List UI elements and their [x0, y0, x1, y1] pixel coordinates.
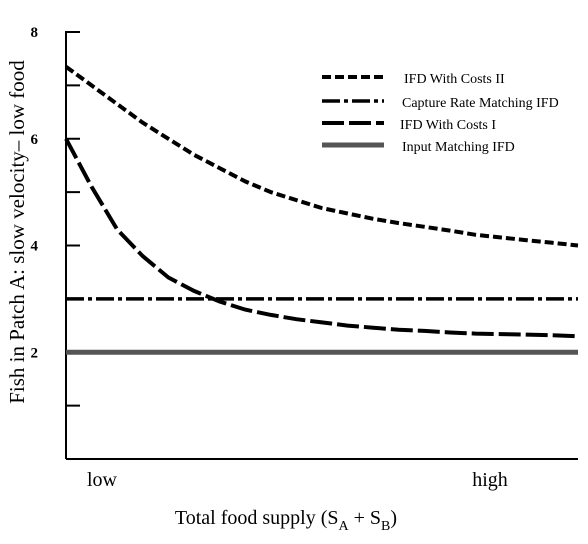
x-axis-label-plus: + S — [349, 507, 381, 529]
x-tick-label-high: high — [472, 469, 508, 491]
legend-label: Capture Rate Matching IFD — [402, 96, 559, 111]
y-tick-label: 2 — [31, 345, 39, 361]
y-tick-label: 4 — [31, 239, 39, 255]
x-tick-label-low: low — [87, 469, 118, 491]
y-tick-label: 8 — [31, 25, 39, 41]
series-line-ifd-with-costs-i — [64, 137, 579, 339]
legend-label: IFD With Costs I — [400, 118, 496, 133]
legend: IFD With Costs II Capture Rate Matching I… — [322, 72, 559, 155]
series-layer — [64, 65, 579, 355]
x-axis-label-close: ) — [390, 507, 397, 529]
x-axis-label-sub-b: B — [381, 519, 390, 534]
legend-label: IFD With Costs II — [404, 72, 505, 87]
y-ticks: 2 4 6 8 — [31, 25, 80, 407]
series-line-ifd-with-costs-ii — [64, 65, 579, 248]
x-axis-label: Total food supply (SA + SB) — [175, 507, 397, 534]
y-tick-label: 6 — [31, 132, 39, 148]
y-axis-label: Fish in Patch A: slow velocity– low food — [5, 60, 29, 404]
legend-label: Input Matching IFD — [402, 140, 515, 155]
x-axis-label-sub-a: A — [339, 519, 350, 534]
x-axis-label-main: Total food supply (S — [175, 507, 339, 529]
